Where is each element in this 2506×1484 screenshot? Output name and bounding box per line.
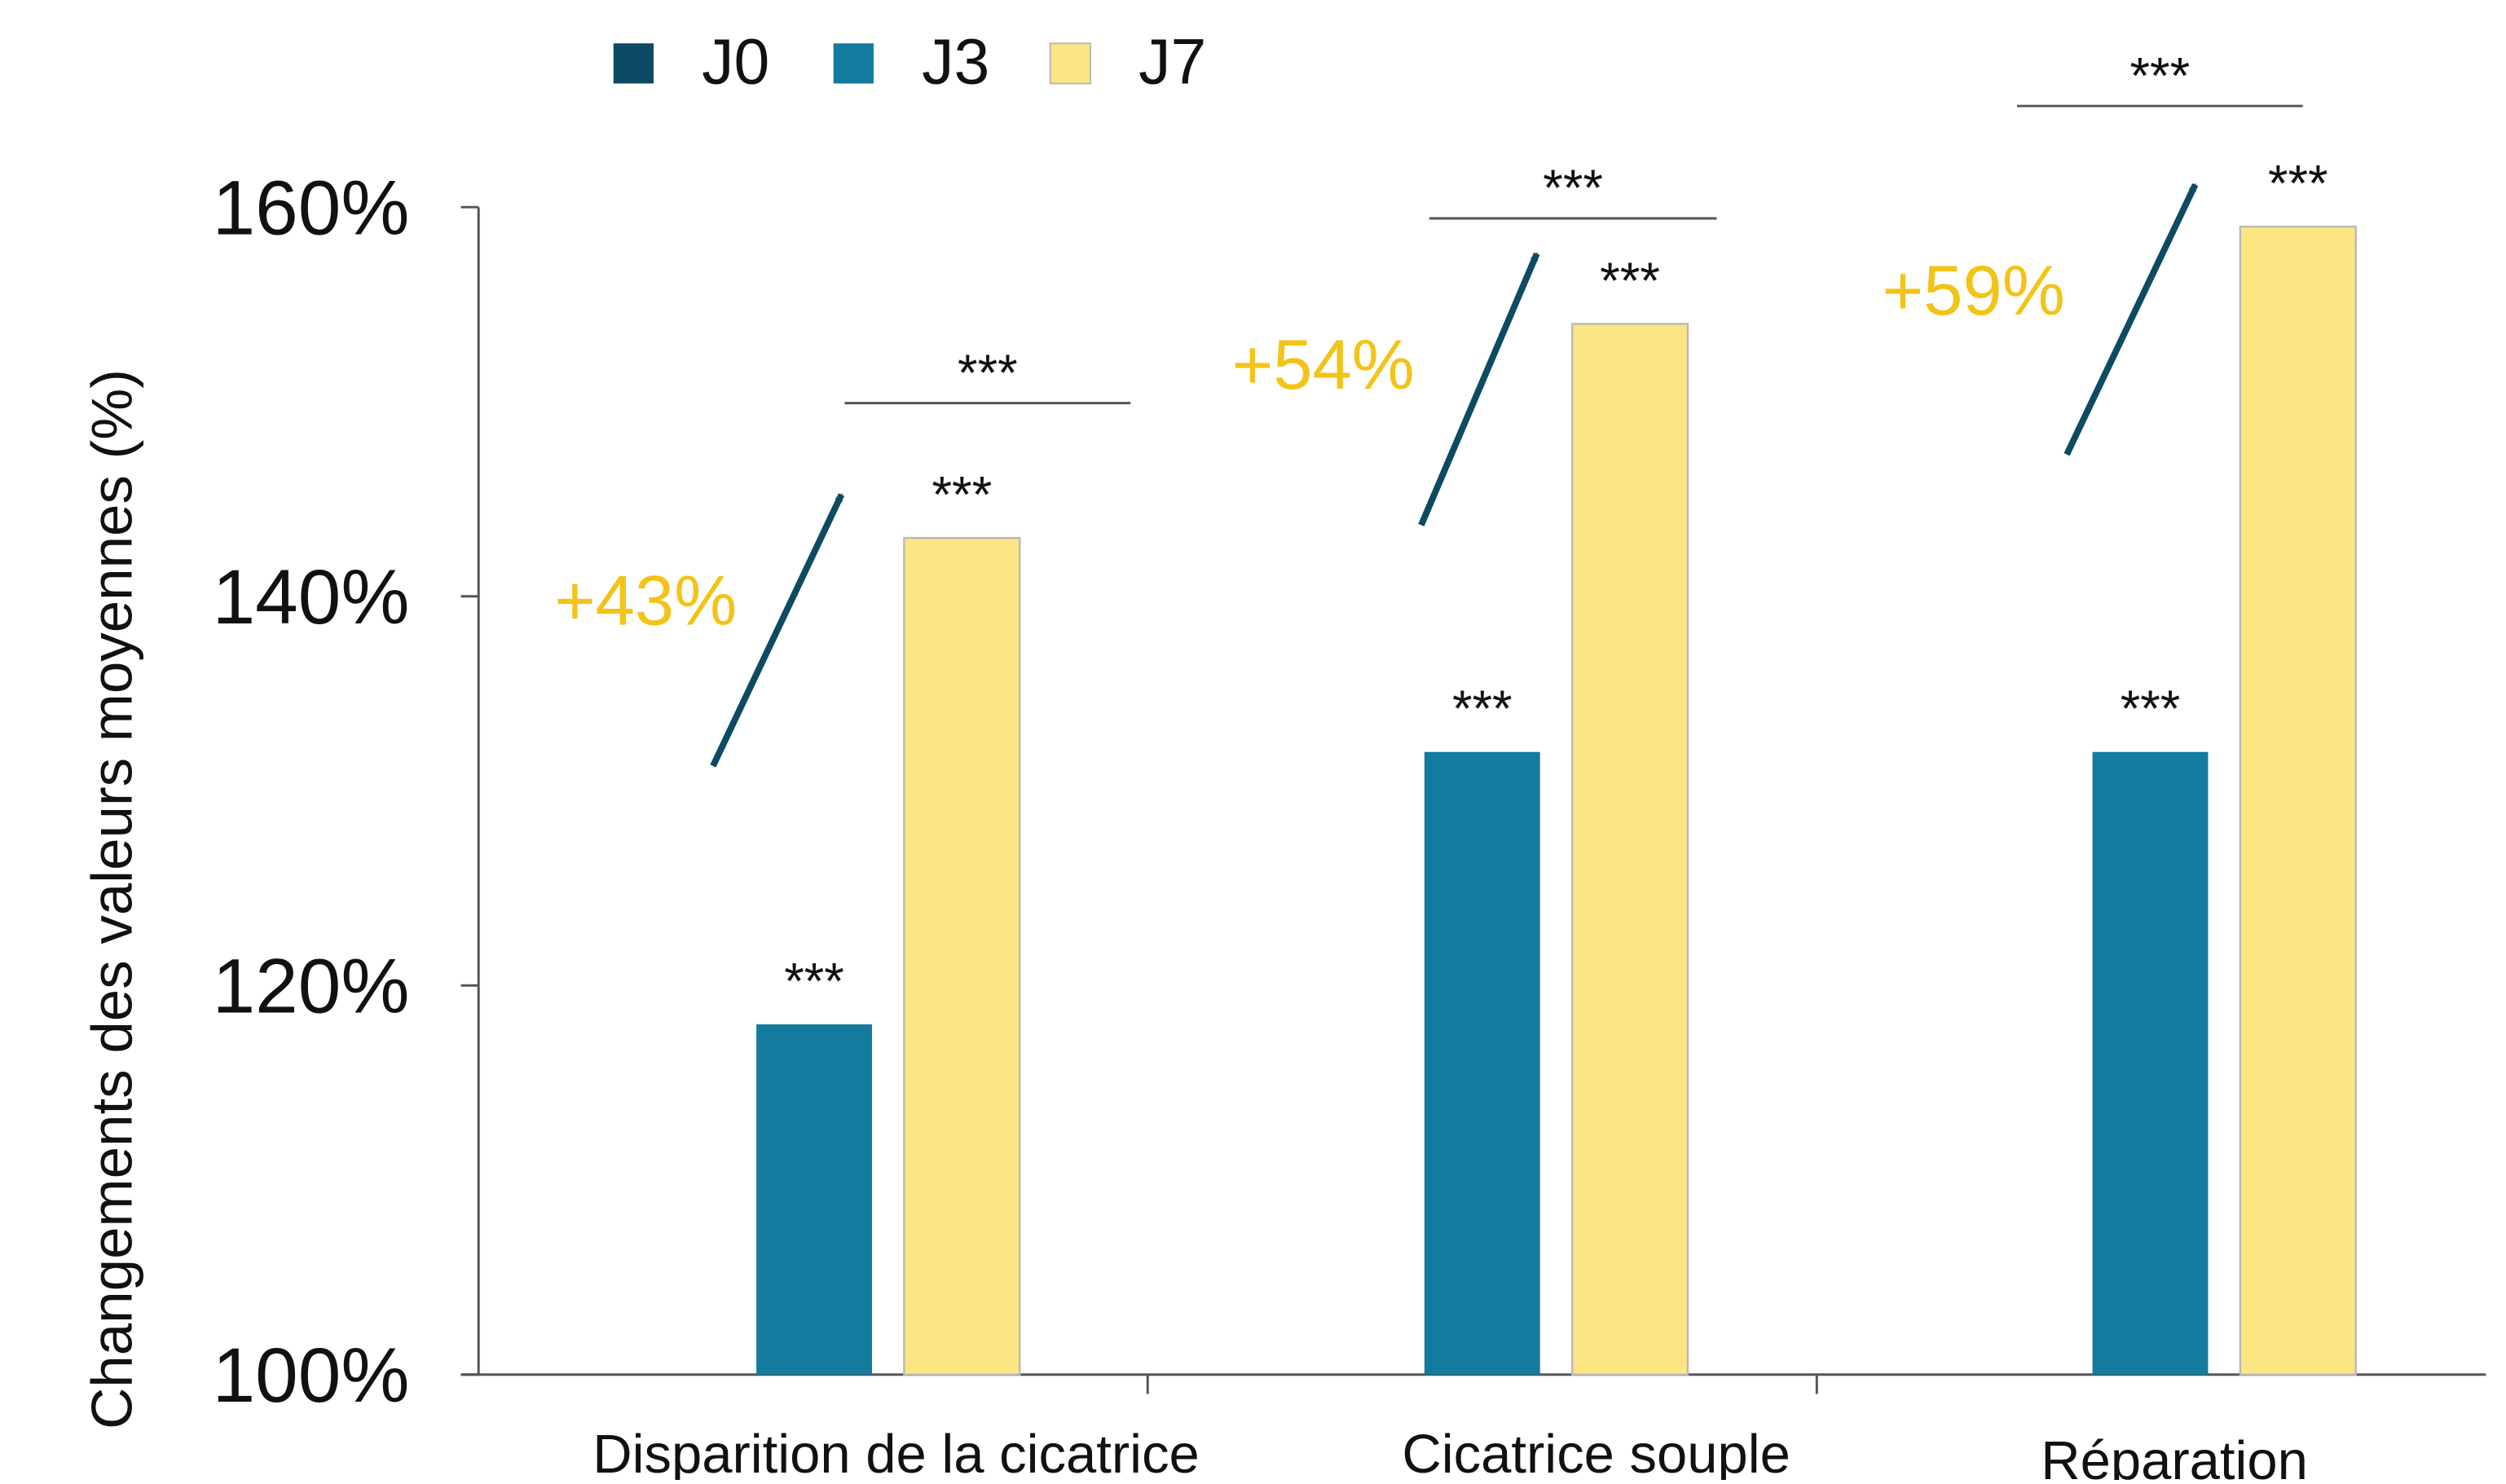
x-tick-label: Cicatrice souple	[1402, 1424, 1790, 1480]
legend-label: J0	[702, 25, 769, 97]
x-tick-label: Réparation	[2041, 1430, 2308, 1480]
y-tick-label: 100%	[213, 1332, 410, 1419]
y-tick-label: 120%	[213, 944, 410, 1030]
bar-j7	[1570, 323, 1689, 1376]
increase-label: +59%	[1883, 252, 2065, 330]
bar-j7	[903, 536, 1021, 1376]
legend-label: J3	[922, 25, 989, 97]
increase-arrow	[1418, 252, 1540, 526]
increase-label: +43%	[554, 562, 737, 641]
annotations: *** *** *** *** *** *** *** *** *** +43% +54% +59%	[554, 47, 2328, 1010]
bar-significance-label: ***	[932, 467, 993, 524]
bar-j7	[2239, 225, 2357, 1376]
bar-significance-label: ***	[784, 953, 844, 1010]
y-tick-label: 160%	[213, 165, 410, 252]
bars	[756, 225, 2357, 1376]
y-tick-label: 140%	[213, 554, 410, 641]
bracket-significance-label: ***	[958, 345, 1018, 402]
increase-arrow	[710, 493, 845, 768]
increase-arrow	[2063, 183, 2199, 456]
bracket-significance-label: ***	[1543, 160, 1603, 217]
y-axis-title: Changements des valeurs moyennes (%)	[81, 369, 145, 1429]
bar-significance-label: ***	[1600, 253, 1660, 310]
bracket-significance-label: ***	[2130, 47, 2191, 104]
bar-j3	[756, 1024, 872, 1375]
x-tick-label: Disparition de la cicatrice	[592, 1424, 1200, 1480]
bar-j3	[2092, 751, 2209, 1375]
bar-significance-label: ***	[2268, 156, 2328, 213]
bar-significance-label: ***	[2121, 680, 2181, 738]
axes: 100% 120% 140% 160% Changements des valeurs …	[81, 165, 2486, 1484]
increase-label: +54%	[1232, 326, 1415, 404]
bar-significance-label: ***	[1452, 680, 1513, 738]
legend-label: J7	[1138, 25, 1206, 97]
bar-j3	[1424, 751, 1540, 1375]
legend-swatch-j7	[1049, 42, 1091, 85]
legend-swatch-j0	[613, 43, 654, 84]
legend: J0 J3 J7	[613, 25, 1206, 97]
legend-swatch-j3	[833, 43, 874, 84]
